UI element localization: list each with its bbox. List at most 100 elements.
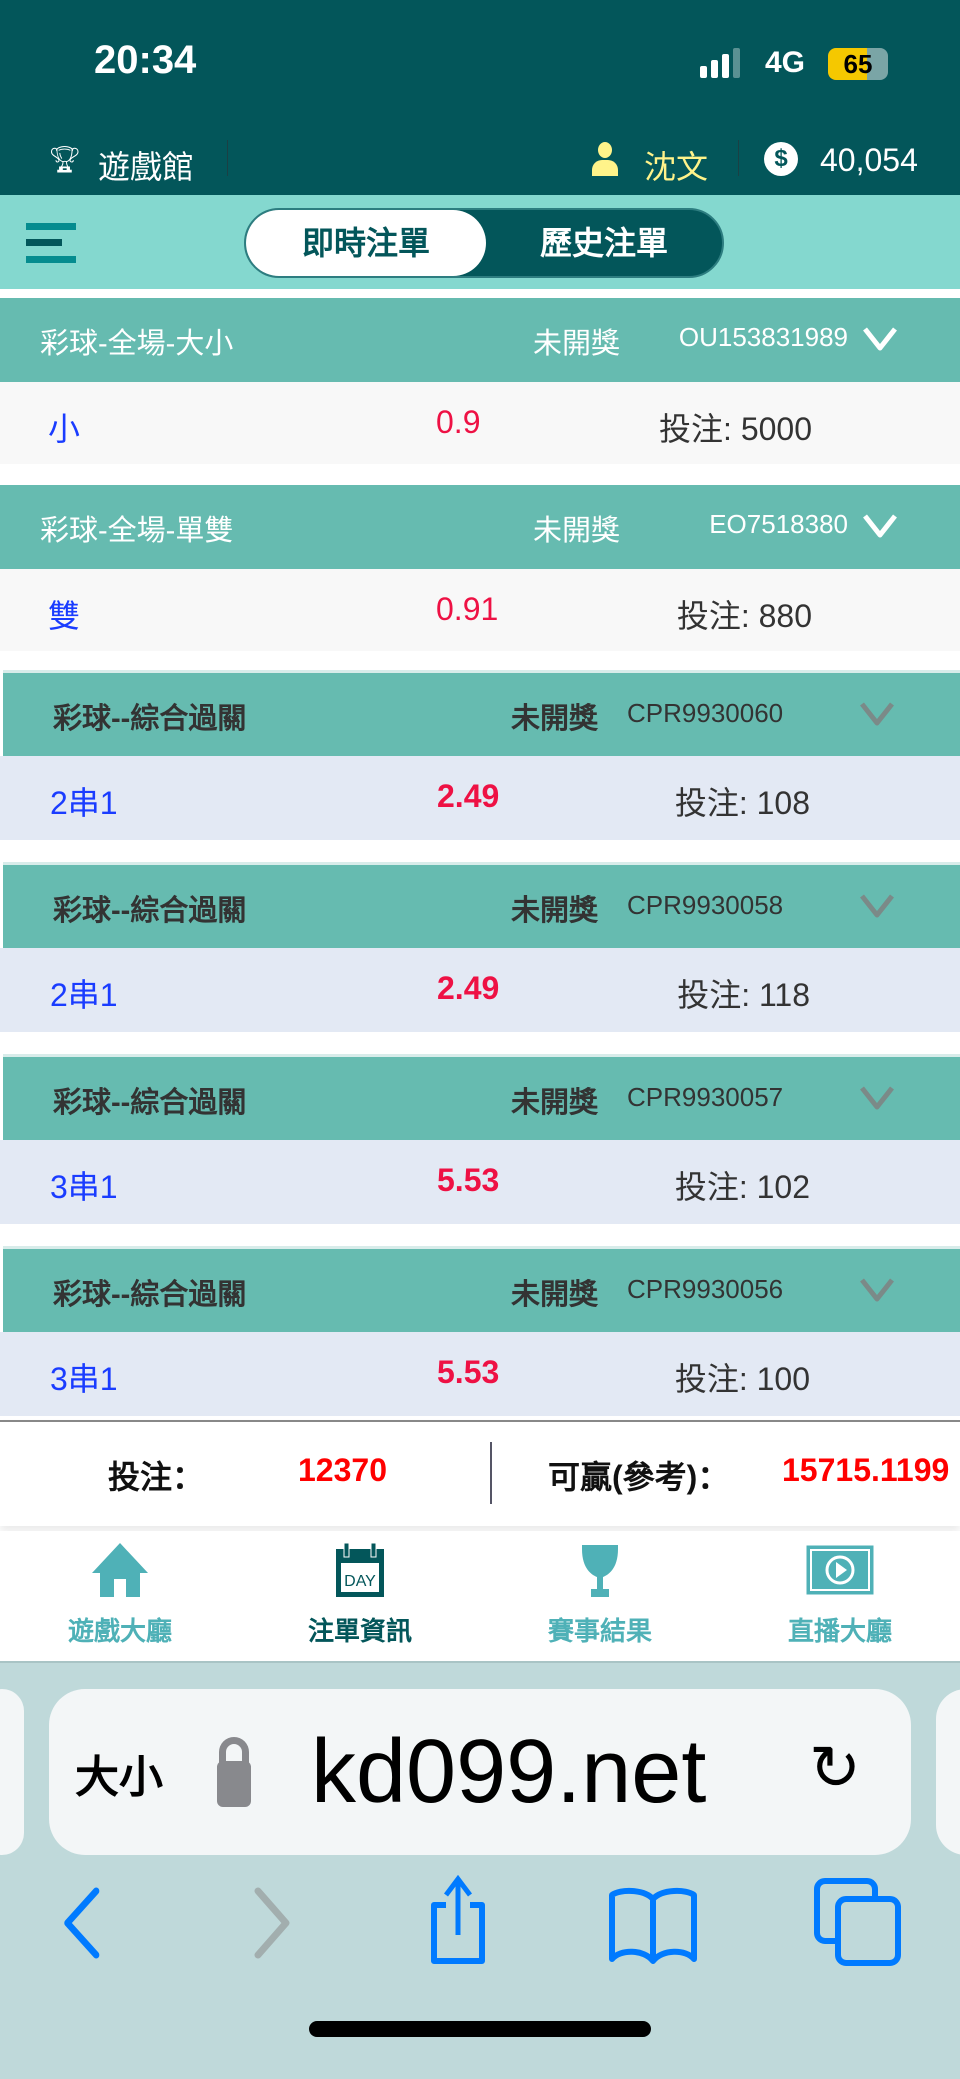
back-icon[interactable] (62, 1887, 108, 1959)
forward-icon[interactable] (252, 1887, 298, 1959)
order-type-toggle: 即時注單 歷史注單 (244, 208, 724, 278)
potential-win-label: 可贏(參考)： (548, 1459, 730, 1495)
clock: 20:34 (94, 38, 197, 82)
previous-tab-edge[interactable] (0, 1689, 24, 1855)
stake-amount: 880 (758, 598, 812, 634)
share-icon[interactable] (420, 1875, 496, 1967)
nav-bet-info[interactable]: DAY 注單資訊 (240, 1531, 480, 1661)
chevron-down-icon[interactable] (859, 701, 894, 726)
parlay-selection: 3串1 (50, 1169, 118, 1205)
lock-icon (219, 1737, 249, 1767)
text-size-button[interactable]: 大小 (75, 1753, 163, 1802)
bottom-nav: 遊戲大廳 DAY 注單資訊 賽事結果 直播大廳 (0, 1531, 960, 1661)
parlay-status: 未開獎 (511, 1279, 599, 1311)
network-type: 4G (765, 46, 806, 79)
parlay-stake: 投注: 100 (675, 1354, 810, 1400)
tab-history-orders[interactable]: 歷史注單 (539, 225, 668, 261)
tab-live-orders[interactable]: 即時注單 (246, 210, 486, 276)
balance: 40,054 (820, 142, 918, 178)
nav-label: 遊戲大廳 (67, 1616, 172, 1646)
bet-row: 小 0.9 投注: 5000 (0, 382, 960, 464)
parlay-header[interactable]: 彩球--綜合過關 未開獎 CPR9930056 (3, 1246, 960, 1332)
parlay-odds: 2.49 (437, 778, 500, 814)
parlay-title: 彩球--綜合過關 (53, 1087, 247, 1119)
stake-amount: 102 (756, 1169, 810, 1205)
user-icon (592, 142, 618, 176)
divider (490, 1442, 492, 1504)
chevron-down-icon[interactable] (859, 893, 894, 918)
stake-label: 投注: (674, 785, 748, 821)
chevron-down-icon[interactable] (862, 326, 897, 351)
divider (738, 140, 739, 176)
parlay-selection: 2串1 (50, 785, 118, 821)
bet-header[interactable]: 彩球-全場-單雙 未開獎 EO7518380 (0, 485, 960, 569)
home-indicator[interactable] (309, 2021, 651, 2037)
battery-icon: 65 (828, 48, 888, 80)
nav-game-lobby[interactable]: 遊戲大廳 (0, 1531, 240, 1661)
url-domain: kd099.net (311, 1722, 707, 1822)
parlay-stake: 投注: 108 (675, 778, 810, 824)
parlay-header[interactable]: 彩球--綜合過關 未開獎 CPR9930058 (3, 862, 960, 948)
parlay-stake: 投注: 102 (675, 1162, 810, 1208)
potential-win: 15715.1199 (782, 1452, 950, 1488)
chevron-down-icon[interactable] (859, 1277, 894, 1302)
stake-label: 投注: (674, 1361, 748, 1397)
divider (227, 140, 228, 176)
status-bar: 20:34 4G 65 (0, 0, 960, 132)
parlay-code: CPR9930058 (627, 890, 784, 920)
parlay-code: CPR9930060 (627, 698, 784, 728)
nav-results[interactable]: 賽事結果 (480, 1531, 720, 1661)
address-bar[interactable]: 大小 kd099.net ↻ (49, 1689, 911, 1855)
parlay-row: 3串1 5.53 投注: 100 (0, 1332, 960, 1416)
parlay-stake: 投注: 118 (677, 970, 810, 1016)
parlay-code: CPR9930056 (627, 1274, 784, 1304)
nav-live-hall[interactable]: 直播大廳 (720, 1531, 960, 1661)
stake-amount: 5000 (740, 411, 812, 447)
svg-text:DAY: DAY (344, 1573, 376, 1590)
bet-stake: 投注: 880 (677, 591, 812, 637)
stake-label: 投注: (677, 977, 751, 1013)
stake-total: 12370 (298, 1452, 387, 1488)
stake-label: 投注: (676, 598, 750, 634)
parlay-status: 未開獎 (511, 1087, 599, 1119)
nav-label: 直播大廳 (787, 1616, 892, 1646)
parlay-title: 彩球--綜合過關 (53, 703, 247, 735)
bet-odds: 0.9 (436, 404, 481, 440)
parlay-header[interactable]: 彩球--綜合過關 未開獎 CPR9930060 (3, 670, 960, 756)
bet-selection: 雙 (48, 598, 81, 634)
parlay-selection: 2串1 (50, 977, 118, 1013)
tabs-icon[interactable] (812, 1877, 904, 1969)
bet-header[interactable]: 彩球-全場-大小 未開獎 OU153831989 (0, 298, 960, 382)
stake-label: 投注: (659, 411, 732, 447)
parlay-selection: 3串1 (50, 1361, 118, 1397)
bet-status: 未開獎 (533, 515, 621, 547)
trophy-icon: 🏆︎ (48, 144, 82, 174)
parlay-row: 2串1 2.49 投注: 118 (0, 948, 960, 1032)
parlay-header[interactable]: 彩球--綜合過關 未開獎 CPR9930057 (3, 1054, 960, 1140)
bet-selection: 小 (48, 411, 81, 447)
dollar-icon: $ (764, 142, 798, 176)
stake-amount: 118 (758, 977, 810, 1013)
parlay-odds: 2.49 (437, 970, 500, 1006)
stake-label: 投注: (674, 1169, 748, 1205)
bookmarks-icon[interactable] (606, 1887, 700, 1967)
next-tab-edge[interactable] (936, 1689, 960, 1855)
stake-amount: 108 (756, 785, 810, 821)
nav-label: 注單資訊 (307, 1616, 412, 1646)
menu-icon[interactable] (26, 223, 76, 263)
parlay-title: 彩球--綜合過關 (53, 895, 247, 927)
app-header: 🏆︎ 遊戲館 沈文 $ 40,054 (0, 132, 960, 195)
browser-toolbar: 大小 kd099.net ↻ (0, 1661, 960, 2079)
calendar-day-icon: DAY (336, 1543, 384, 1597)
bet-code: OU153831989 (678, 322, 848, 352)
chevron-down-icon[interactable] (862, 513, 897, 538)
bet-title: 彩球-全場-大小 (40, 328, 234, 360)
bet-code: EO7518380 (709, 509, 848, 539)
chevron-down-icon[interactable] (859, 1085, 894, 1110)
reload-icon[interactable]: ↻ (809, 1734, 861, 1803)
lobby-link[interactable]: 遊戲館 (98, 149, 195, 185)
bet-odds: 0.91 (436, 591, 499, 627)
live-video-icon (806, 1545, 874, 1595)
home-icon (92, 1543, 148, 1597)
trophy-icon (582, 1545, 618, 1597)
